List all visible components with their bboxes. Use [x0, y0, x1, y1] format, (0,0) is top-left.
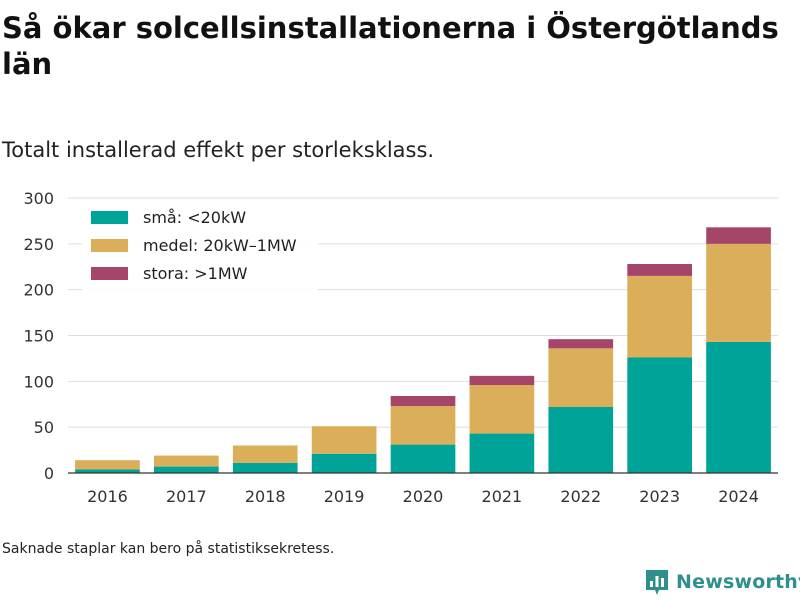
- bar-segment: [706, 243, 771, 342]
- brand-name: Newsworthy: [676, 571, 800, 593]
- legend-label: stora: >1MW: [143, 264, 248, 283]
- bar-segment: [232, 462, 298, 473]
- chart-title: Så ökar solcellsinstallationerna i Öster…: [2, 11, 779, 81]
- brand-logo: Newsworthy: [644, 568, 800, 596]
- bar-segment: [706, 341, 771, 473]
- legend-swatch: [91, 239, 128, 252]
- x-tick-label: 2019: [324, 487, 365, 506]
- bar-segment: [548, 407, 614, 473]
- bar-segment: [469, 385, 535, 434]
- x-tick-label: 2024: [718, 487, 759, 506]
- y-tick-label: 150: [23, 327, 54, 346]
- x-tick-label: 2022: [560, 487, 601, 506]
- bar-segment: [469, 375, 535, 385]
- y-tick-label: 200: [23, 281, 54, 300]
- bar-chart-logo-icon: [646, 570, 668, 595]
- bar-segment: [153, 466, 219, 473]
- bar-segment: [75, 460, 140, 470]
- y-tick-label: 100: [23, 372, 54, 391]
- y-tick-label: 250: [23, 235, 54, 254]
- legend-swatch: [91, 211, 128, 224]
- x-tick-label: 2023: [639, 487, 680, 506]
- bar-segment: [469, 433, 535, 473]
- y-tick-label: 0: [44, 464, 54, 483]
- y-tick-label: 300: [23, 189, 54, 208]
- legend-label: små: <20kW: [143, 208, 246, 227]
- footnote: Saknade staplar kan bero på statistiksek…: [2, 541, 335, 557]
- bar-segment: [390, 444, 456, 473]
- bar-segment: [627, 357, 693, 473]
- bar-segment: [390, 396, 456, 407]
- stacked-bar-chart: 0 50 100 150 200 250 300 2016 2017 2018 2019 2020 20…: [23, 189, 778, 506]
- y-tick-label: 50: [34, 418, 54, 437]
- bar-segment: [548, 339, 614, 349]
- bar-segment: [627, 264, 693, 276]
- x-tick-label: 2018: [245, 487, 286, 506]
- x-tick-label: 2017: [166, 487, 207, 506]
- bar-segment: [311, 426, 377, 454]
- bar-segment: [390, 406, 456, 445]
- bar-segment: [232, 445, 298, 463]
- x-tick-label: 2016: [87, 487, 128, 506]
- x-tick-label: 2020: [403, 487, 444, 506]
- legend-swatch: [91, 267, 128, 280]
- bar-segment: [706, 227, 771, 244]
- legend-label: medel: 20kW–1MW: [143, 236, 297, 255]
- bar-segment: [75, 469, 140, 473]
- bar-segment: [627, 275, 693, 358]
- chart-subtitle: Totalt installerad effekt per storlekskl…: [2, 138, 435, 162]
- x-tick-label: 2021: [482, 487, 523, 506]
- bar-segment: [311, 453, 377, 473]
- bar-segment: [153, 455, 219, 467]
- bar-segment: [548, 348, 614, 407]
